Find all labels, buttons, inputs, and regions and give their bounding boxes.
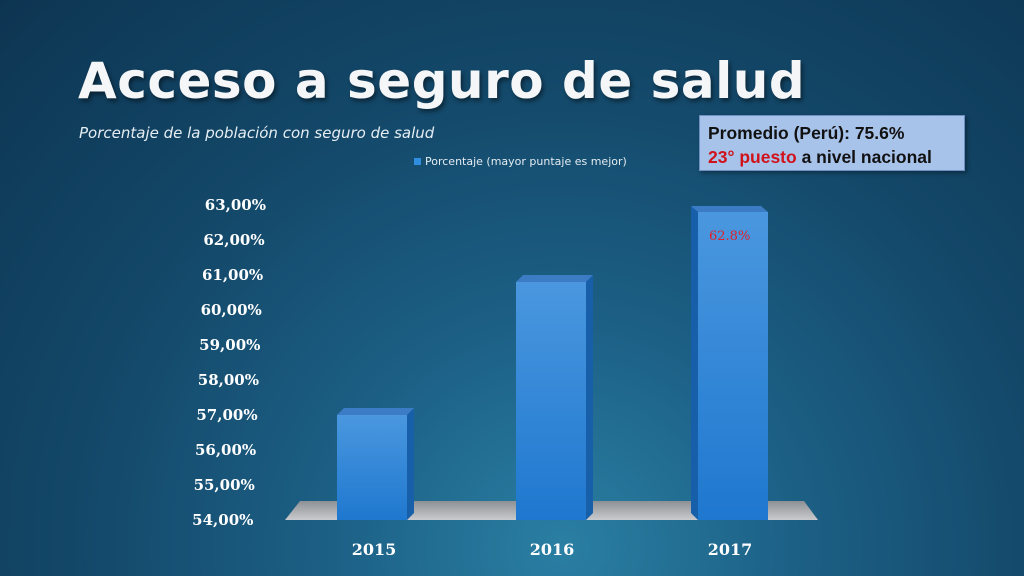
bar-2017 <box>691 206 768 520</box>
bar-side <box>407 408 414 520</box>
slide-title: Acceso a seguro de salud <box>78 52 806 110</box>
legend-label: Porcentaje (mayor puntaje es mejor) <box>425 155 627 168</box>
bar-top <box>691 206 768 212</box>
x-tick-label: 2017 <box>708 540 753 559</box>
y-tick-label: 63,00% <box>205 196 266 214</box>
bar-2016 <box>516 275 593 520</box>
y-tick-label: 59,00% <box>199 336 260 354</box>
data-label-2017: 62.8% <box>709 229 750 244</box>
average-info-box: Promedio (Perú): 75.6% 23° puesto a nive… <box>699 115 965 171</box>
bar-side <box>586 275 593 520</box>
y-tick-label: 55,00% <box>194 476 255 494</box>
legend-swatch <box>414 158 421 165</box>
bar-top <box>337 408 414 415</box>
bar-front <box>516 282 586 520</box>
bar-front <box>698 212 768 520</box>
y-tick-label: 56,00% <box>195 441 256 459</box>
y-tick-label: 57,00% <box>196 406 257 424</box>
rank-line: 23° puesto a nivel nacional <box>708 145 956 169</box>
y-tick-label: 54,00% <box>192 511 253 529</box>
slide-subtitle: Porcentaje de la población con seguro de… <box>79 124 435 142</box>
x-tick-label: 2015 <box>352 540 397 559</box>
y-tick-label: 61,00% <box>202 266 263 284</box>
y-tick-label: 62,00% <box>203 231 264 249</box>
rank-scope: a nivel nacional <box>796 147 932 167</box>
bar-top <box>516 275 593 282</box>
rank-position: 23° puesto <box>708 147 797 167</box>
chart-legend: Porcentaje (mayor puntaje es mejor) <box>414 155 627 168</box>
bar-front <box>337 415 407 520</box>
bar-2015 <box>337 408 414 520</box>
x-tick-label: 2016 <box>530 540 575 559</box>
y-tick-label: 58,00% <box>198 371 259 389</box>
bar-side <box>691 206 698 520</box>
average-line: Promedio (Perú): 75.6% <box>708 123 905 143</box>
y-tick-label: 60,00% <box>201 301 262 319</box>
